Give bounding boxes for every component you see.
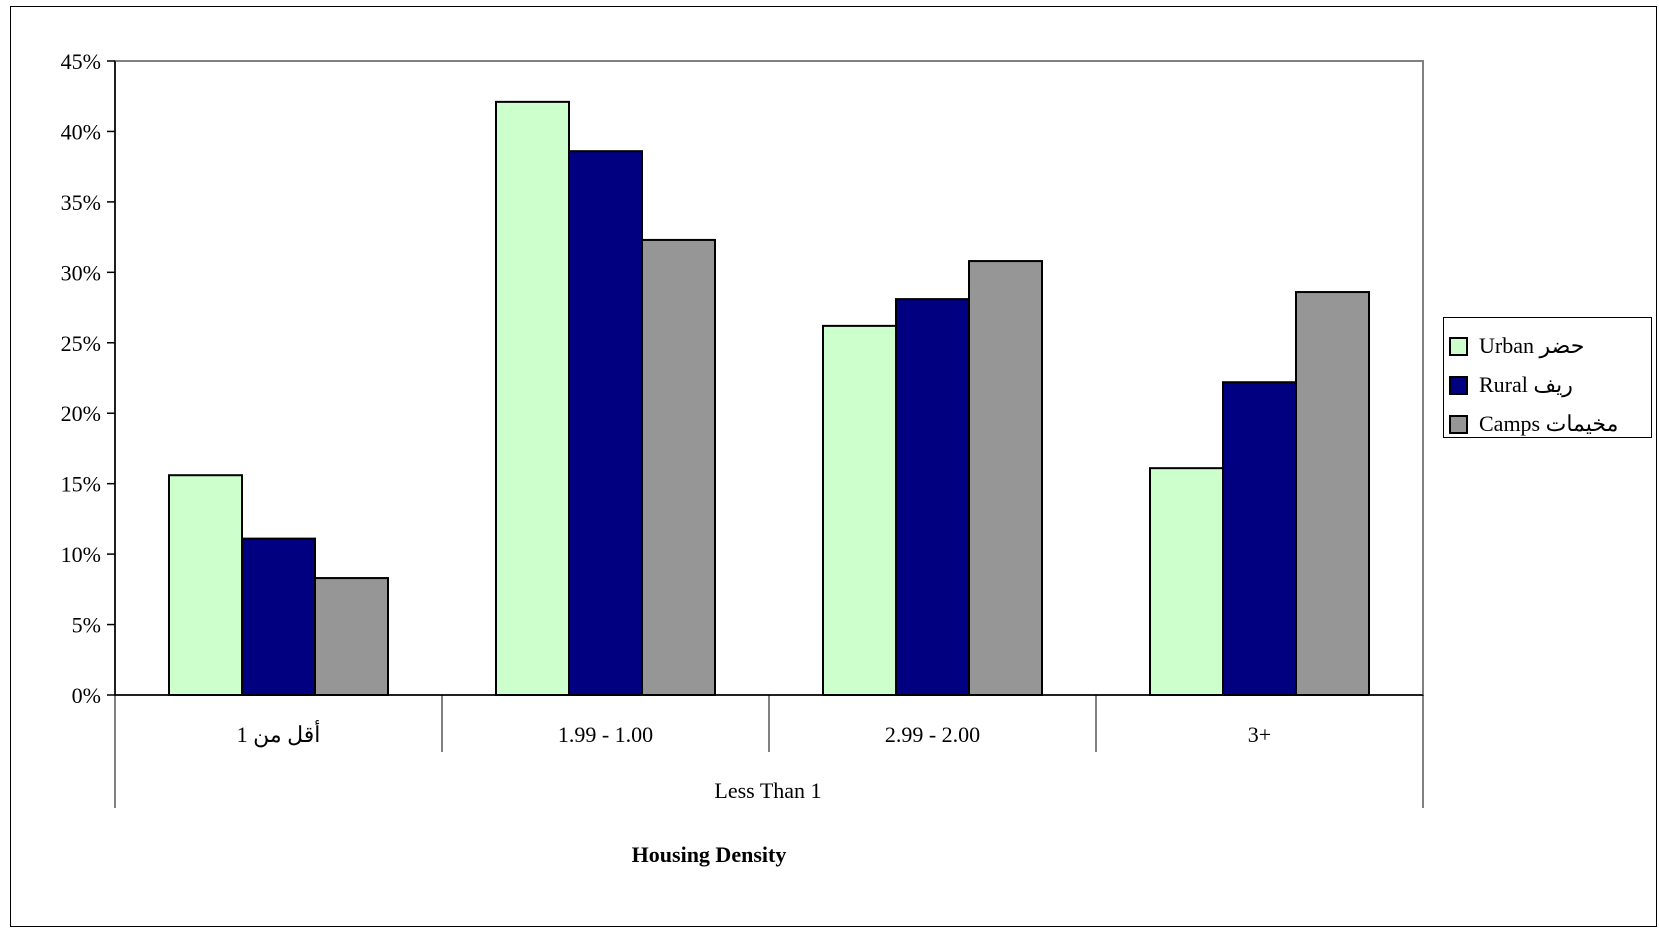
y-tick-label: 30% — [61, 260, 101, 285]
y-tick-label: 45% — [61, 49, 101, 74]
bar-2-4 — [1222, 381, 1297, 696]
bar-1-3 — [822, 324, 897, 696]
y-tick-label: 15% — [61, 472, 101, 497]
bar-1-4 — [1149, 467, 1224, 696]
legend-swatch — [1449, 337, 1468, 356]
y-tick-label: 20% — [61, 401, 101, 426]
y-tick-label: 10% — [61, 542, 101, 567]
legend-box — [1443, 317, 1652, 438]
legend-label: Urban حضر — [1479, 333, 1584, 359]
legend-label: Rural ريف — [1479, 372, 1573, 398]
bar-2-3 — [895, 298, 970, 696]
bar-3-1 — [314, 577, 389, 696]
legend: Urban حضر Rural ريف Camps مخيمات — [1443, 317, 1652, 438]
legend-swatch — [1449, 376, 1468, 395]
bar-2-1 — [241, 537, 316, 697]
y-tick-label: 5% — [72, 613, 101, 638]
bar-3-2 — [641, 238, 716, 696]
y-tick-label: 35% — [61, 190, 101, 215]
x-category-label: 1.99 - 1.00 — [558, 722, 653, 747]
y-tick-label: 0% — [72, 683, 101, 708]
x-axis-title: Housing Density — [632, 842, 787, 867]
legend-label: Camps مخيمات — [1479, 411, 1618, 436]
y-ticks-layer: 0% 5% 10% 15% 20% 25% 30% 35% 40% 45% — [61, 49, 115, 708]
bar-3-4 — [1295, 291, 1370, 696]
x-category-label: 3+ — [1248, 722, 1271, 747]
x-category-label: 2.99 - 2.00 — [885, 722, 980, 747]
y-tick-label: 25% — [61, 331, 101, 356]
bar-1-1 — [168, 474, 243, 697]
bars-layer — [168, 100, 1370, 697]
x-categories-layer: أقل من 1 1.99 - 1.00 2.99 - 2.00 3+ — [114, 695, 1424, 808]
y-tick-label: 40% — [61, 119, 101, 144]
category-group-label: Less Than 1 — [714, 778, 821, 803]
bar-2-2 — [568, 150, 643, 696]
bar-3-3 — [968, 260, 1043, 696]
bar-1-2 — [495, 100, 570, 696]
legend-swatch — [1449, 415, 1468, 434]
x-category-label: أقل من 1 — [237, 719, 321, 748]
